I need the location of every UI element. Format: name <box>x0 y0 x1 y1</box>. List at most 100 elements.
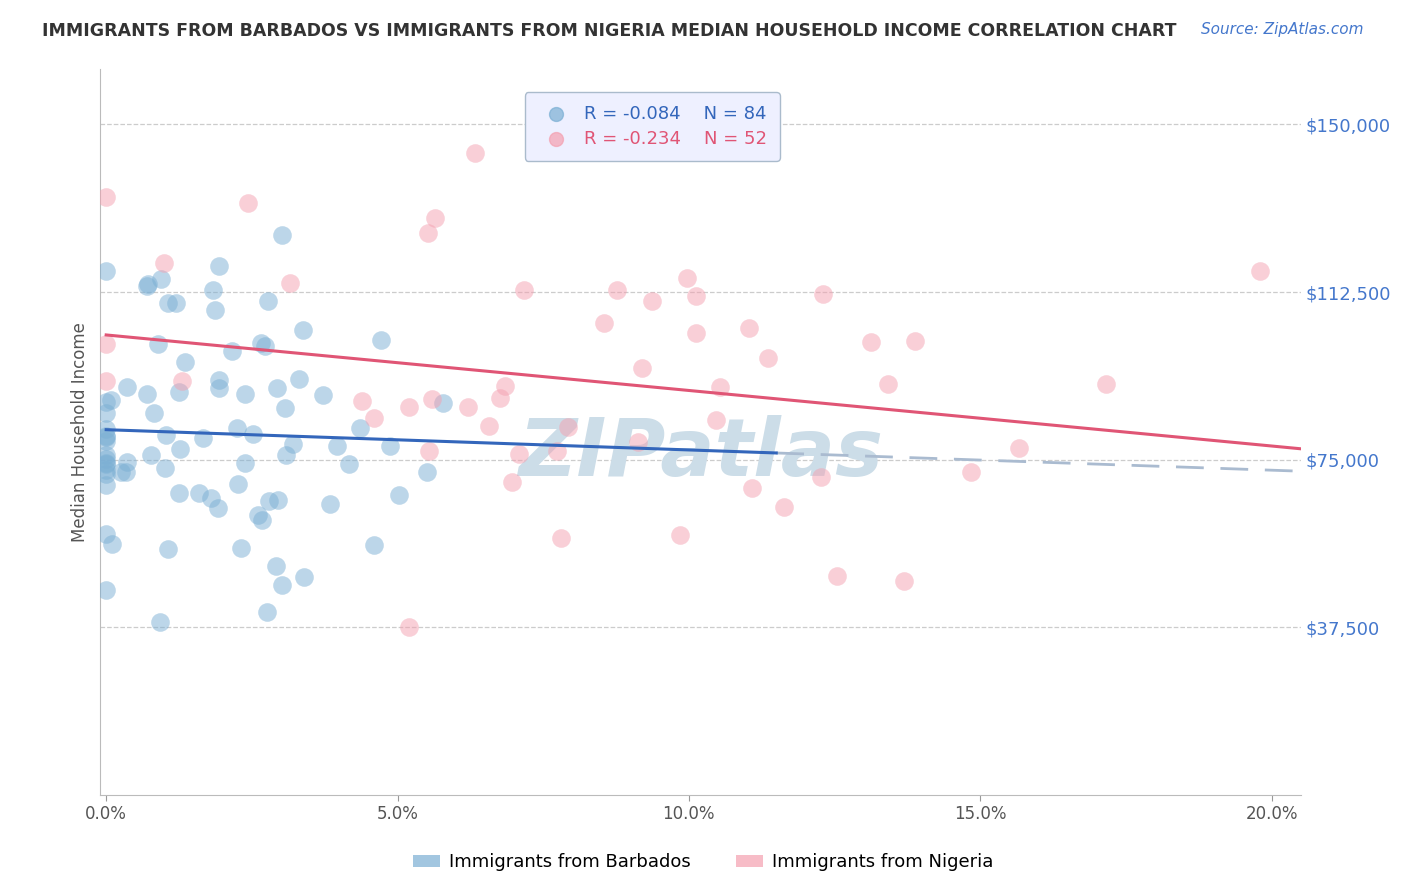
Point <box>550 531 572 545</box>
Point <box>193 432 215 446</box>
Point <box>96 434 118 449</box>
Point <box>253 339 276 353</box>
Point <box>96 430 118 444</box>
Point <box>96 478 118 492</box>
Point <box>398 400 420 414</box>
Point <box>416 226 439 240</box>
Text: ZIPatlas: ZIPatlas <box>517 415 883 492</box>
Point <box>96 456 118 470</box>
Point <box>100 393 122 408</box>
Point <box>264 558 287 573</box>
Point <box>115 465 138 479</box>
Point <box>270 578 292 592</box>
Point <box>242 427 264 442</box>
Point <box>226 477 249 491</box>
Point <box>238 196 260 211</box>
Point <box>513 284 536 298</box>
Point <box>641 293 664 308</box>
Point <box>378 439 401 453</box>
Point <box>283 437 305 451</box>
Point <box>557 419 579 434</box>
Point <box>165 296 187 310</box>
Point <box>96 422 118 436</box>
Point <box>96 583 118 598</box>
Point <box>256 293 278 308</box>
Point <box>415 465 437 479</box>
Point <box>204 302 226 317</box>
Point <box>370 333 392 347</box>
Point <box>150 272 173 286</box>
Point <box>155 428 177 442</box>
Point <box>96 406 118 420</box>
Point <box>252 513 274 527</box>
Point <box>225 421 247 435</box>
Point <box>271 228 294 243</box>
Point <box>457 401 479 415</box>
Point <box>423 211 446 225</box>
Point <box>630 361 652 376</box>
Point <box>96 448 118 462</box>
Point <box>117 379 139 393</box>
Point <box>250 335 273 350</box>
Point <box>173 355 195 369</box>
Point <box>101 537 124 551</box>
Point <box>153 256 176 270</box>
Point <box>96 336 118 351</box>
Point <box>274 401 297 415</box>
Point <box>501 475 523 489</box>
Point <box>221 344 243 359</box>
Point <box>432 396 454 410</box>
Point <box>420 392 443 407</box>
Point <box>704 412 727 426</box>
Point <box>256 605 278 619</box>
Point <box>110 465 132 479</box>
Point <box>741 481 763 495</box>
Point <box>208 373 231 387</box>
Legend: Immigrants from Barbados, Immigrants from Nigeria: Immigrants from Barbados, Immigrants fro… <box>405 847 1001 879</box>
Point <box>233 456 256 470</box>
Point <box>170 374 193 388</box>
Point <box>418 443 440 458</box>
Point <box>96 264 118 278</box>
Point <box>187 486 209 500</box>
Point <box>464 146 486 161</box>
Point <box>685 289 707 303</box>
Point <box>157 296 180 310</box>
Point <box>1095 377 1118 392</box>
Point <box>1008 441 1031 455</box>
Point <box>169 442 191 457</box>
Point <box>291 322 314 336</box>
Point <box>117 455 139 469</box>
Point <box>96 463 118 477</box>
Point <box>96 429 118 443</box>
Point <box>810 470 832 484</box>
Point <box>738 321 761 335</box>
Point <box>398 620 420 634</box>
Point <box>960 466 983 480</box>
Point <box>772 500 794 514</box>
Point <box>363 538 385 552</box>
Point <box>278 277 301 291</box>
Point <box>96 526 118 541</box>
Point <box>167 485 190 500</box>
Point <box>201 283 224 297</box>
Point <box>606 283 628 297</box>
Point <box>676 271 699 285</box>
Point <box>337 457 360 471</box>
Point <box>546 443 568 458</box>
Point <box>592 316 614 330</box>
Point <box>200 491 222 505</box>
Point <box>148 336 170 351</box>
Point <box>257 494 280 508</box>
Point <box>136 277 159 291</box>
Point <box>153 461 176 475</box>
Text: Source: ZipAtlas.com: Source: ZipAtlas.com <box>1201 22 1364 37</box>
Point <box>363 410 385 425</box>
Point <box>208 260 231 274</box>
Point <box>287 372 309 386</box>
Point <box>312 388 335 402</box>
Point <box>246 508 269 522</box>
Point <box>1249 264 1271 278</box>
Text: IMMIGRANTS FROM BARBADOS VS IMMIGRANTS FROM NIGERIA MEDIAN HOUSEHOLD INCOME CORR: IMMIGRANTS FROM BARBADOS VS IMMIGRANTS F… <box>42 22 1177 40</box>
Point <box>96 375 118 389</box>
